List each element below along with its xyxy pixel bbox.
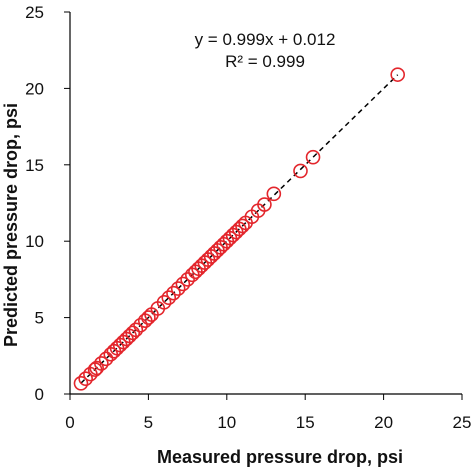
x-axis-title: Measured pressure drop, psi (157, 447, 403, 467)
data-point (156, 295, 172, 310)
data-point (73, 376, 89, 391)
data-point (89, 360, 104, 376)
data-point (161, 290, 177, 306)
x-tick-label: 20 (374, 413, 393, 432)
data-point (133, 317, 148, 333)
data-point (293, 163, 308, 179)
y-tick-label: 25 (25, 3, 44, 22)
data-point (390, 67, 406, 82)
data-point (141, 310, 156, 325)
y-tick-label: 5 (35, 309, 44, 328)
plot-area (69, 12, 462, 395)
data-point (98, 351, 114, 367)
r-squared-label: R² = 0.999 (225, 52, 305, 71)
y-tick-label: 15 (25, 156, 44, 175)
x-axis-ticks: 0 5 10 15 20 25 (65, 394, 471, 432)
data-point (166, 285, 181, 301)
data-point (235, 218, 250, 234)
x-tick-label: 15 (296, 413, 315, 432)
y-tick-label: 20 (25, 79, 44, 98)
data-points (73, 67, 406, 391)
data-point (125, 325, 141, 341)
data-point (78, 371, 93, 387)
x-tick-label: 0 (65, 413, 74, 432)
data-point (305, 149, 321, 165)
y-tick-label: 10 (25, 232, 44, 251)
x-tick-label: 25 (453, 413, 472, 432)
data-point (266, 186, 282, 202)
x-tick-label: 10 (217, 413, 236, 432)
x-tick-label: 5 (144, 413, 153, 432)
y-tick-label: 0 (35, 385, 44, 404)
y-axis-title: Predicted pressure drop, psi (1, 103, 21, 347)
y-axis-ticks: 0 5 10 15 20 25 (25, 3, 70, 404)
regression-equation: y = 0.999x + 0.012 (195, 30, 336, 49)
data-point (128, 322, 144, 338)
data-point (257, 197, 272, 212)
data-point (180, 272, 195, 287)
data-point (170, 281, 186, 296)
data-point (94, 356, 109, 371)
data-point (175, 276, 191, 292)
